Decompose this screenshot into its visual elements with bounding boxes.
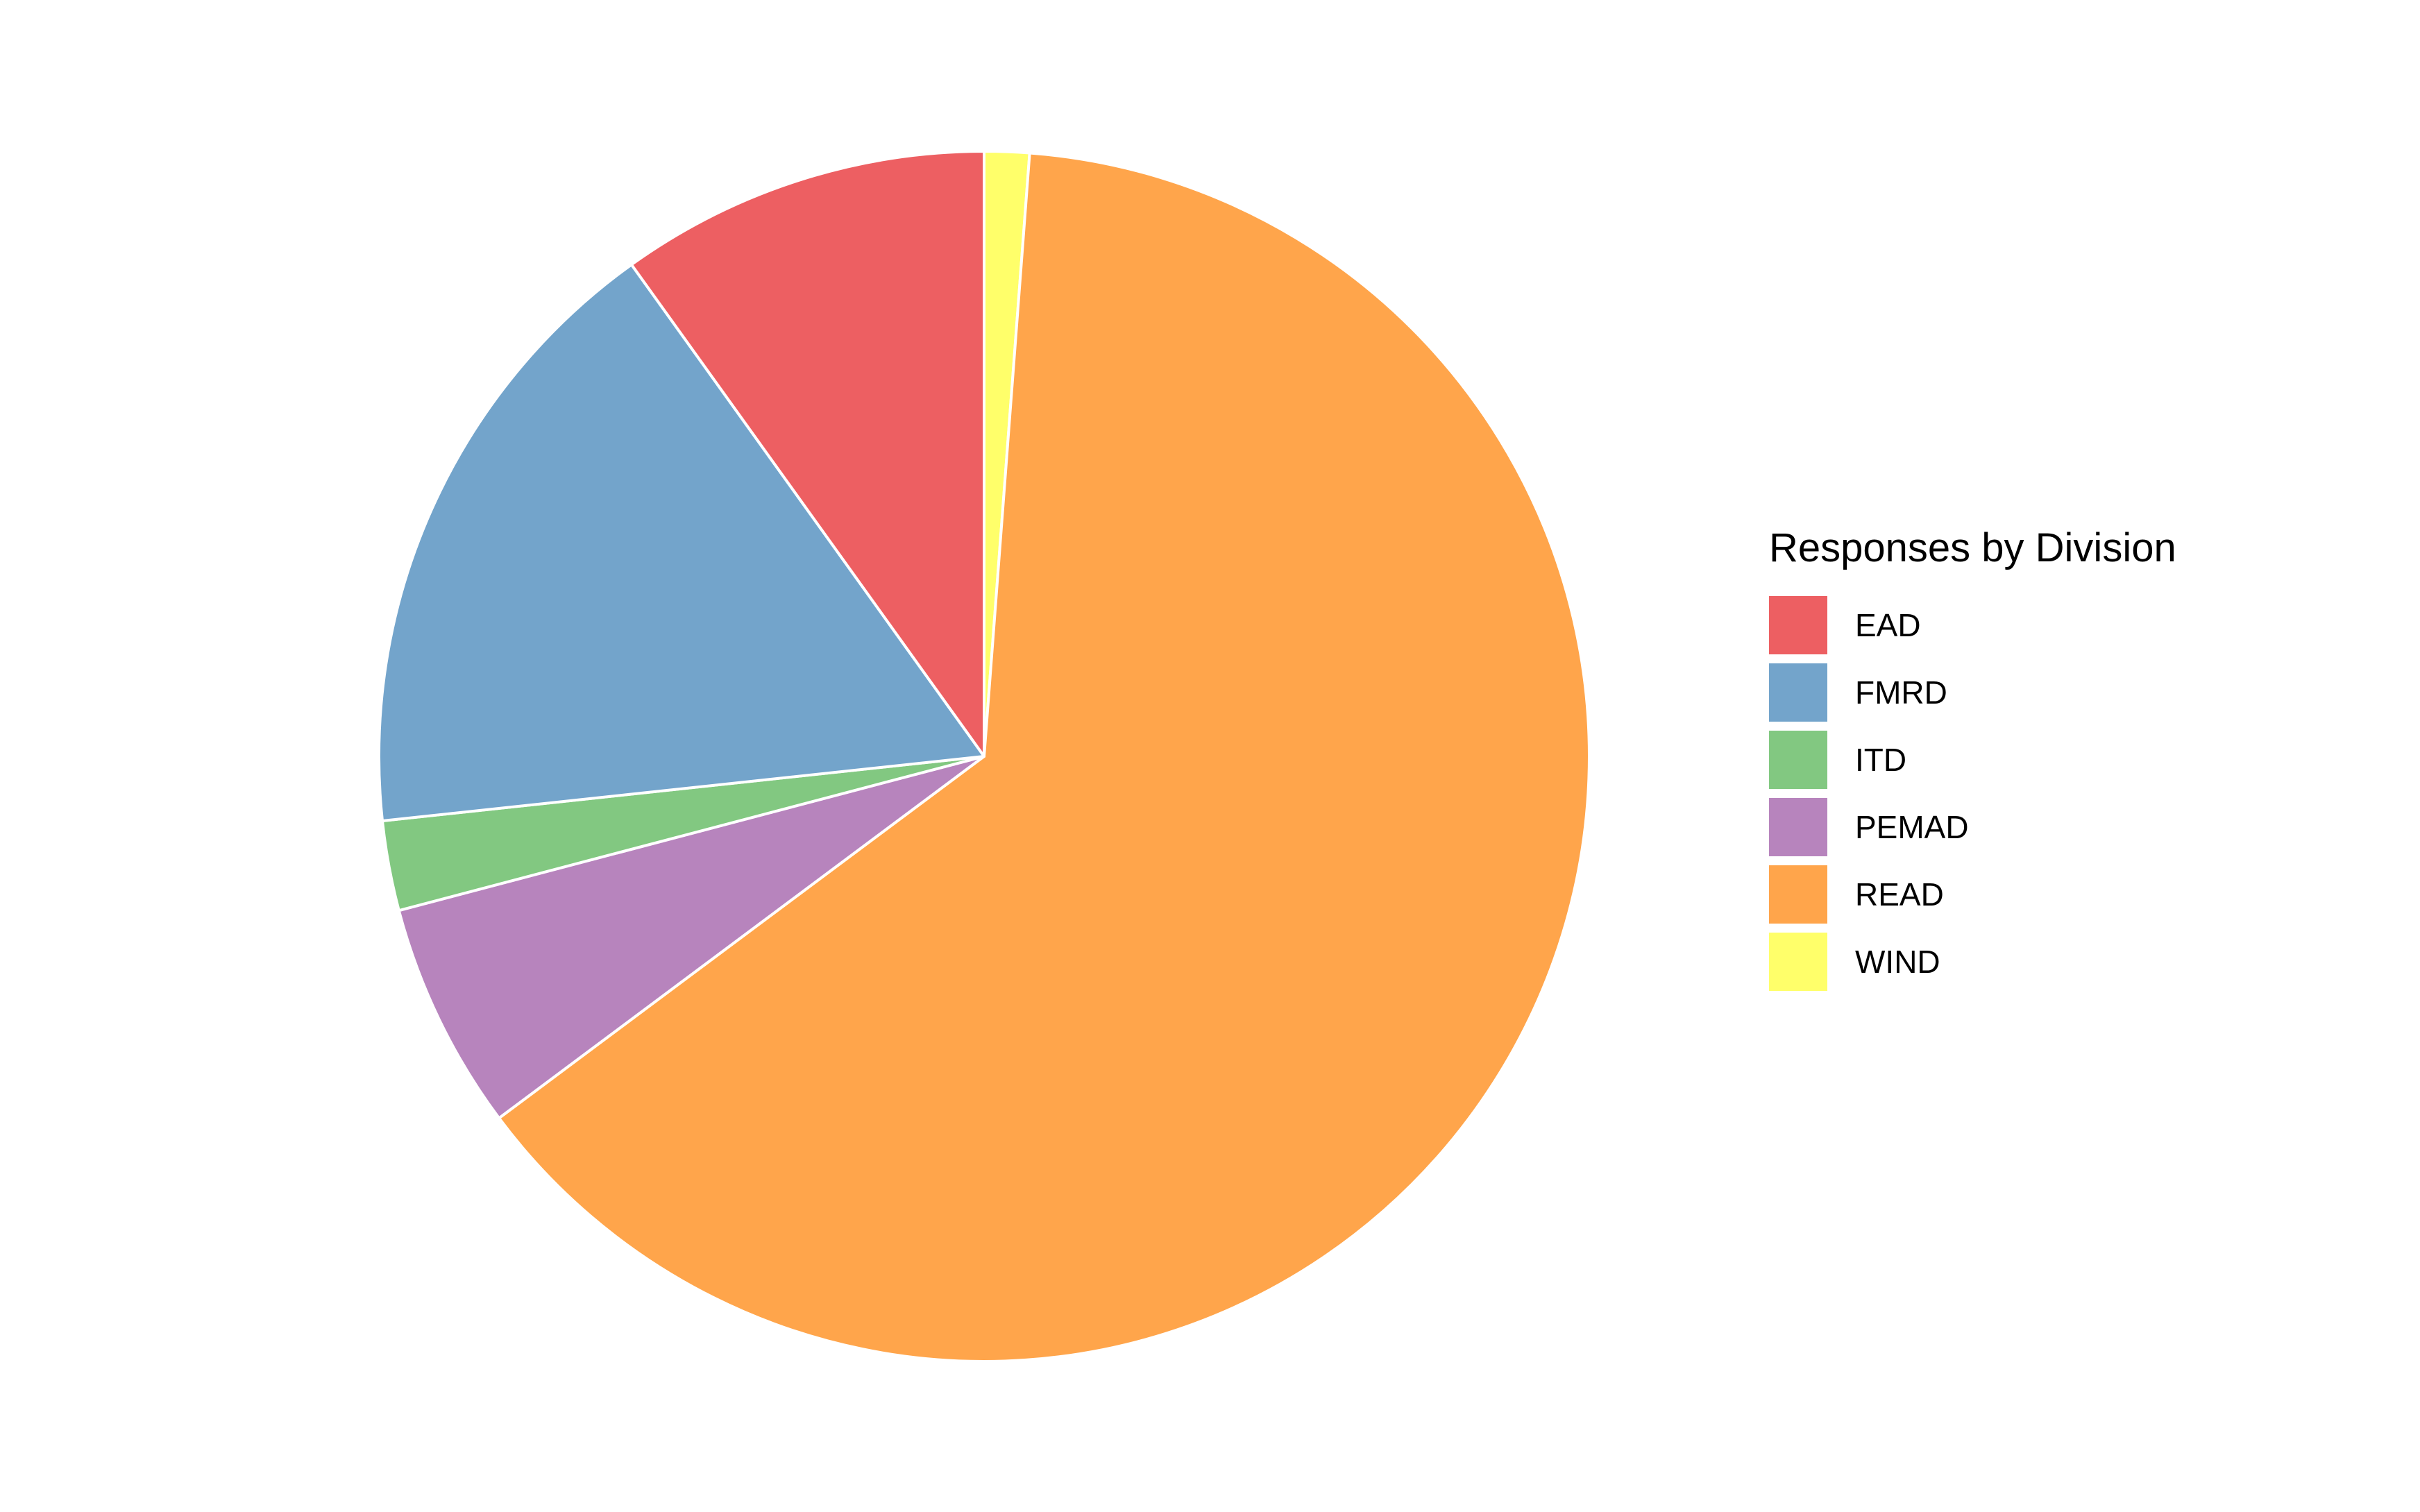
legend-item-ead: EAD [1769,591,2324,659]
legend-item-wind: WIND [1769,928,2324,995]
legend-swatch-ead [1769,595,1827,654]
legend-label-fmrd: FMRD [1855,674,1947,711]
legend-item-itd: ITD [1769,726,2324,793]
legend-swatch-fmrd [1769,663,1827,722]
legend-label-pemad: PEMAD [1855,808,1969,845]
pie-slice-read [498,151,1591,1364]
legend-label-wind: WIND [1855,943,1940,980]
legend-items: EAD FMRD ITD PEMAD READ WIND [1769,591,2324,995]
legend-item-pemad: PEMAD [1769,793,2324,860]
legend-item-fmrd: FMRD [1769,659,2324,726]
legend-label-itd: ITD [1855,741,1907,778]
pie-slice-fmrd [378,263,985,822]
legend-label-ead: EAD [1855,606,1921,643]
pie-slice-ead [629,150,985,758]
legend-item-read: READ [1769,860,2324,928]
legend-title: Responses by Division [1769,525,2176,570]
legend-swatch-itd [1769,730,1827,789]
legend-swatch-read [1769,865,1827,924]
pie-slice-pemad [397,755,985,1120]
legend-label-read: READ [1855,876,1944,912]
legend-swatch-pemad [1769,797,1827,856]
legend: Responses by Division EAD FMRD ITD PEMAD REA… [1769,520,2324,995]
legend-swatch-wind [1769,932,1827,991]
